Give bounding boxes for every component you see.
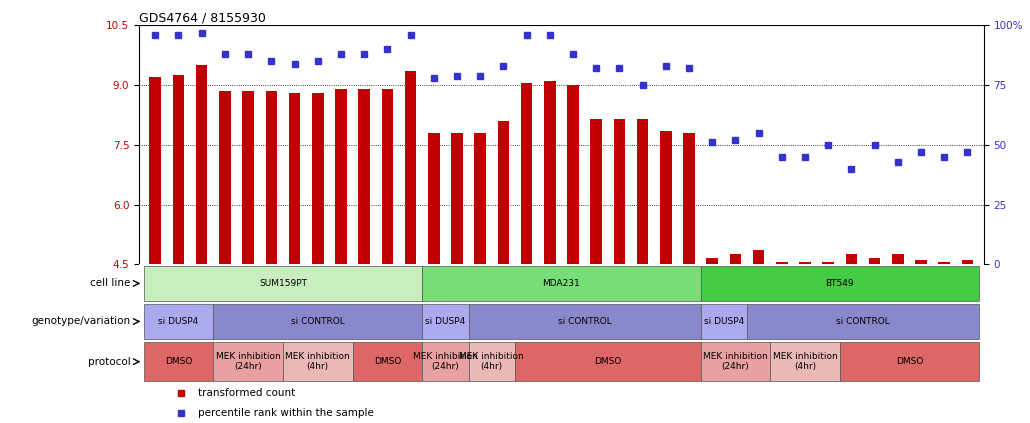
Bar bbox=[335, 89, 347, 264]
Bar bbox=[700, 266, 978, 301]
Bar bbox=[149, 77, 161, 264]
Bar bbox=[196, 65, 207, 264]
Bar bbox=[381, 89, 393, 264]
Bar bbox=[288, 93, 301, 264]
Bar bbox=[144, 342, 213, 381]
Text: si DUSP4: si DUSP4 bbox=[425, 317, 466, 326]
Text: BT549: BT549 bbox=[825, 279, 854, 288]
Bar bbox=[358, 89, 370, 264]
Bar bbox=[700, 304, 747, 339]
Bar bbox=[475, 133, 486, 264]
Text: cell line: cell line bbox=[91, 278, 131, 288]
Text: si DUSP4: si DUSP4 bbox=[159, 317, 199, 326]
Bar bbox=[660, 131, 672, 264]
Bar bbox=[729, 254, 742, 264]
Bar bbox=[497, 121, 509, 264]
Text: si CONTROL: si CONTROL bbox=[557, 317, 612, 326]
Text: si CONTROL: si CONTROL bbox=[290, 317, 345, 326]
Bar bbox=[422, 342, 469, 381]
Text: protocol: protocol bbox=[88, 357, 131, 367]
Bar bbox=[219, 91, 231, 264]
Text: MDA231: MDA231 bbox=[543, 279, 580, 288]
Bar bbox=[469, 304, 700, 339]
Text: MEK inhibition
(4hr): MEK inhibition (4hr) bbox=[459, 352, 524, 371]
Bar bbox=[614, 119, 625, 264]
Bar bbox=[839, 342, 978, 381]
Text: transformed count: transformed count bbox=[198, 388, 296, 398]
Bar bbox=[568, 85, 579, 264]
Bar bbox=[822, 262, 834, 264]
Bar bbox=[962, 261, 973, 264]
Bar bbox=[683, 133, 695, 264]
Text: SUM159PT: SUM159PT bbox=[259, 279, 307, 288]
Bar bbox=[405, 71, 416, 264]
Text: si CONTROL: si CONTROL bbox=[836, 317, 890, 326]
Text: MEK inhibition
(4hr): MEK inhibition (4hr) bbox=[285, 352, 350, 371]
Bar bbox=[544, 81, 555, 264]
Bar bbox=[776, 262, 788, 264]
Bar bbox=[173, 75, 184, 264]
Bar bbox=[938, 262, 950, 264]
Text: DMSO: DMSO bbox=[896, 357, 923, 366]
Bar bbox=[283, 342, 352, 381]
Bar bbox=[242, 91, 254, 264]
Text: DMSO: DMSO bbox=[374, 357, 401, 366]
Text: si DUSP4: si DUSP4 bbox=[703, 317, 744, 326]
Bar bbox=[422, 304, 469, 339]
Bar bbox=[799, 262, 811, 264]
Bar bbox=[144, 266, 422, 301]
Text: MEK inhibition
(24hr): MEK inhibition (24hr) bbox=[703, 352, 767, 371]
Text: percentile rank within the sample: percentile rank within the sample bbox=[198, 408, 374, 418]
Bar bbox=[637, 119, 648, 264]
Text: DMSO: DMSO bbox=[165, 357, 193, 366]
Bar bbox=[352, 342, 422, 381]
Bar bbox=[707, 258, 718, 264]
Bar bbox=[753, 250, 764, 264]
Bar bbox=[213, 342, 283, 381]
Bar bbox=[868, 258, 881, 264]
Bar bbox=[266, 91, 277, 264]
Bar bbox=[892, 254, 903, 264]
Text: MEK inhibition
(4hr): MEK inhibition (4hr) bbox=[772, 352, 837, 371]
Bar bbox=[700, 342, 770, 381]
Bar bbox=[521, 83, 533, 264]
Text: MEK inhibition
(24hr): MEK inhibition (24hr) bbox=[413, 352, 478, 371]
Bar bbox=[846, 254, 857, 264]
Bar bbox=[427, 133, 440, 264]
Bar bbox=[312, 93, 323, 264]
Text: DMSO: DMSO bbox=[594, 357, 621, 366]
Bar bbox=[144, 304, 213, 339]
Text: genotype/variation: genotype/variation bbox=[32, 316, 131, 327]
Text: GDS4764 / 8155930: GDS4764 / 8155930 bbox=[139, 11, 266, 24]
Bar bbox=[451, 133, 462, 264]
Text: MEK inhibition
(24hr): MEK inhibition (24hr) bbox=[215, 352, 280, 371]
Bar bbox=[422, 266, 700, 301]
Bar bbox=[916, 261, 927, 264]
Bar bbox=[770, 342, 839, 381]
Bar bbox=[590, 119, 602, 264]
Bar bbox=[213, 304, 422, 339]
Bar bbox=[515, 342, 700, 381]
Bar bbox=[747, 304, 978, 339]
Bar bbox=[469, 342, 515, 381]
